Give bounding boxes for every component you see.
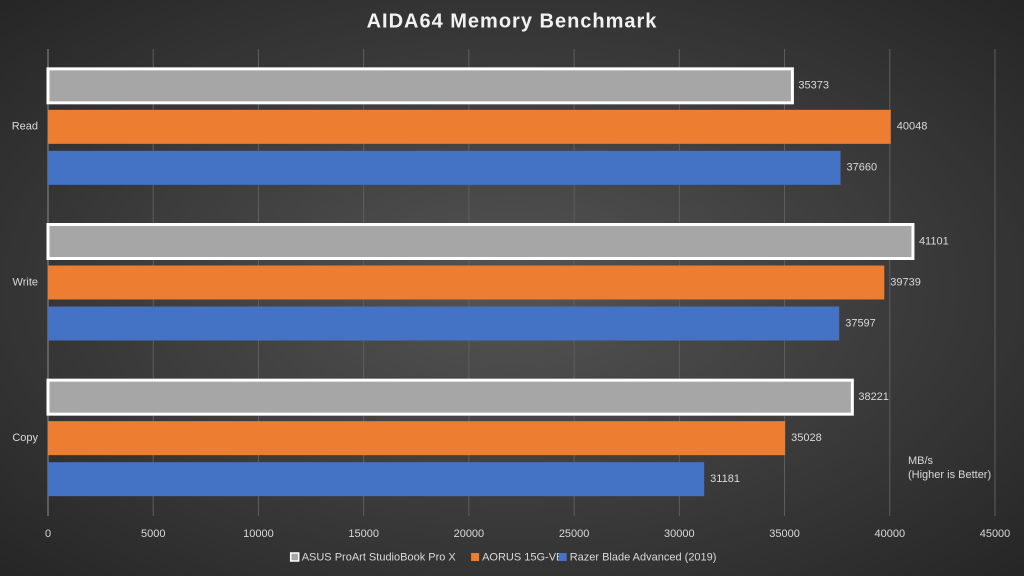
x-tick-label: 30000: [664, 528, 695, 540]
bar: [48, 421, 786, 456]
legend-marker: [289, 552, 300, 562]
x-tick-label: 15000: [348, 528, 379, 540]
x-tick-label: 10000: [243, 528, 274, 540]
data-label: 39739: [890, 276, 921, 288]
x-tick-label: 45000: [980, 528, 1011, 540]
x-tick-label: 5000: [141, 528, 165, 540]
y-tick-label: Read: [12, 121, 38, 133]
bar: [46, 378, 854, 416]
y-tick-label: Write: [13, 276, 38, 288]
x-tick-label: 35000: [769, 528, 800, 540]
data-label: 37597: [845, 317, 876, 329]
data-label: 41101: [919, 235, 949, 247]
bar: [46, 67, 794, 105]
bar: [48, 306, 840, 341]
data-label: 37660: [847, 162, 878, 174]
data-label: 38221: [858, 391, 889, 403]
data-label: 40048: [897, 121, 928, 133]
bar: [48, 109, 891, 144]
annotation: (Higher is Better): [908, 469, 991, 481]
x-tick-label: 20000: [454, 528, 485, 540]
data-label: 31181: [710, 473, 740, 485]
bar: [48, 462, 705, 497]
legend-label: AORUS 15G-VB: [482, 551, 563, 563]
bar: [48, 265, 885, 300]
legend-marker: [558, 553, 567, 561]
bar: [48, 150, 841, 185]
y-tick-label: Copy: [12, 432, 38, 444]
chart-title: AIDA64 Memory Benchmark: [367, 10, 658, 32]
x-tick-label: 40000: [874, 528, 905, 540]
annotation: MB/s: [908, 455, 934, 467]
x-tick-label: 0: [45, 528, 51, 540]
data-label: 35028: [791, 432, 822, 444]
legend-marker: [471, 553, 480, 561]
legend-label: Razer Blade Advanced (2019): [570, 551, 717, 563]
x-tick-label: 25000: [559, 528, 590, 540]
bar: [46, 223, 915, 260]
legend-label: ASUS ProArt StudioBook Pro X: [302, 551, 457, 563]
data-label: 35373: [798, 80, 829, 92]
